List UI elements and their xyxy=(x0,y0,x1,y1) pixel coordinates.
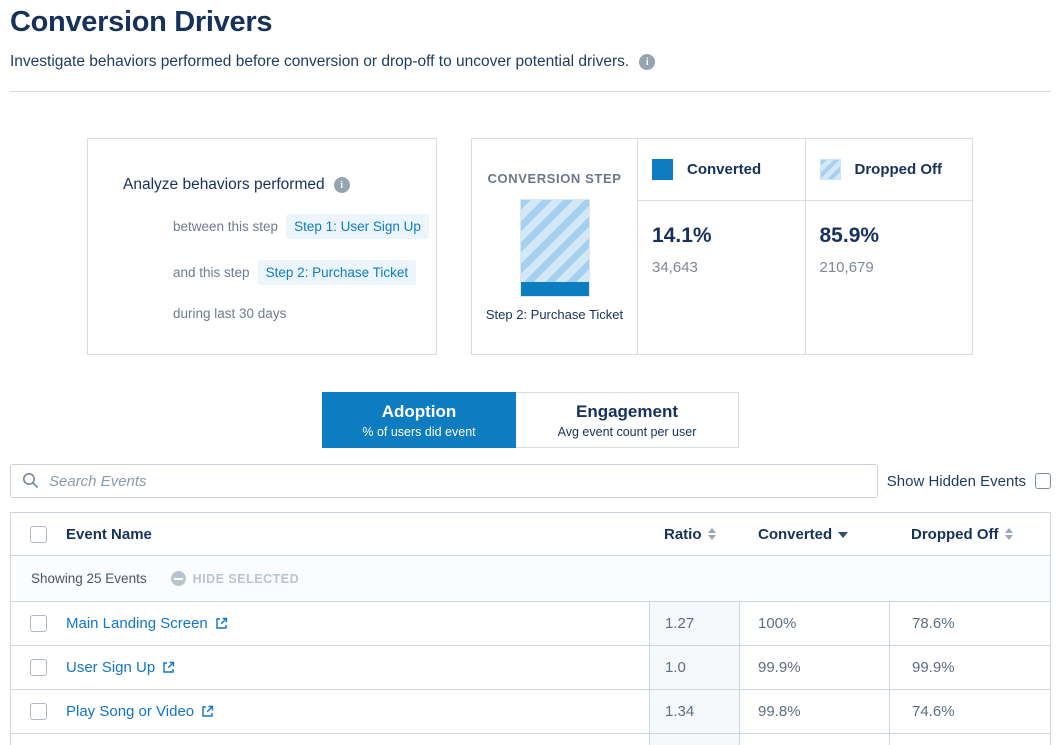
conversion-step-column: CONVERSION STEP Step 2: Purchase Ticket xyxy=(471,138,638,355)
showing-events-count: Showing 25 Events xyxy=(31,571,147,586)
dropped-swatch-icon xyxy=(819,159,841,180)
converted-percent: 14.1% xyxy=(652,224,712,247)
table-row: Play Song or Video 1.34 99.8% 74.6% xyxy=(11,690,1050,734)
conversion-panel: CONVERSION STEP Step 2: Purchase Ticket … xyxy=(471,138,973,355)
dropped-percent: 85.9% xyxy=(819,224,880,247)
sort-icon[interactable] xyxy=(1004,528,1013,540)
conversion-step-label: CONVERSION STEP xyxy=(487,171,622,186)
search-input[interactable] xyxy=(10,464,878,498)
column-header-converted[interactable]: Converted xyxy=(740,526,889,543)
sort-icon[interactable] xyxy=(707,528,716,540)
external-link-icon xyxy=(163,661,175,673)
column-header-ratio[interactable]: Ratio xyxy=(649,513,740,555)
events-table: Event Name Ratio Converted Dropped Off S… xyxy=(10,512,1051,745)
page-subtitle: Investigate behaviors performed before c… xyxy=(10,53,630,70)
row-checkbox[interactable] xyxy=(30,615,47,632)
info-icon[interactable]: i xyxy=(639,54,656,70)
external-link-icon xyxy=(216,617,227,629)
column-header-dropped-off[interactable]: Dropped Off xyxy=(889,526,1035,543)
dropped-metric-column: Dropped Off 85.9% 210,679 xyxy=(805,138,973,355)
ratio-value: 1.27 xyxy=(665,615,695,632)
tab-adoption-sublabel: % of users did event xyxy=(362,424,476,439)
converted-label: Converted xyxy=(687,161,762,178)
event-link[interactable]: Play Song or Video xyxy=(66,703,214,720)
conversion-bar-chart xyxy=(519,199,590,297)
dropped-value: 74.6% xyxy=(912,703,955,720)
column-header-event-name: Event Name xyxy=(66,525,152,543)
search-icon xyxy=(23,473,39,489)
sort-desc-icon[interactable] xyxy=(838,532,849,538)
show-hidden-events-checkbox[interactable] xyxy=(1035,473,1051,489)
tab-adoption-label: Adoption xyxy=(381,401,457,421)
row-checkbox[interactable] xyxy=(30,659,47,676)
tab-engagement-sublabel: Avg event count per user xyxy=(557,424,697,439)
info-icon[interactable]: i xyxy=(333,177,350,193)
analyze-panel: Analyze behaviors performed i between th… xyxy=(87,138,437,355)
metric-tabs: Adoption % of users did event Engagement… xyxy=(0,392,1061,448)
show-hidden-events-label: Show Hidden Events xyxy=(886,472,1026,490)
analyze-panel-title: Analyze behaviors performed xyxy=(123,176,325,193)
dropped-label: Dropped Off xyxy=(854,161,943,178)
and-step-prefix: and this step xyxy=(173,265,250,280)
converted-value: 100% xyxy=(758,614,797,632)
hide-selected-button[interactable]: HIDE SELECTED xyxy=(170,571,300,586)
ratio-value: 1.0 xyxy=(665,659,686,676)
converted-swatch-icon xyxy=(652,159,673,180)
event-link[interactable]: Main Landing Screen xyxy=(66,615,228,632)
converted-count: 34,643 xyxy=(652,259,698,276)
step-1-chip[interactable]: Step 1: User Sign Up xyxy=(286,214,429,239)
during-text: during last 30 days xyxy=(173,306,287,321)
table-summary-row: Showing 25 Events HIDE SELECTED xyxy=(11,556,1050,602)
select-all-checkbox[interactable] xyxy=(30,525,47,543)
tab-engagement[interactable]: Engagement Avg event count per user xyxy=(516,392,739,448)
converted-value: 99.8% xyxy=(758,702,801,720)
step-2-chip[interactable]: Step 2: Purchase Ticket xyxy=(257,260,417,285)
dropped-value: 78.6% xyxy=(912,615,955,632)
conversion-bar-step-name: Step 2: Purchase Ticket xyxy=(485,307,624,322)
dropped-value: 99.9% xyxy=(912,659,955,676)
external-link-icon xyxy=(202,705,214,717)
row-checkbox[interactable] xyxy=(30,703,47,720)
table-row: Main Landing Screen 1.27 100% 78.6% xyxy=(11,602,1050,646)
hide-selected-icon xyxy=(170,571,186,586)
table-row: User Sign Up 1.0 99.9% 99.9% xyxy=(11,646,1050,690)
page-header: Conversion Drivers Investigate behaviors… xyxy=(0,0,1061,71)
ratio-value: 1.34 xyxy=(665,703,695,720)
converted-value: 99.9% xyxy=(758,658,801,676)
page-title: Conversion Drivers xyxy=(10,6,273,38)
between-step-prefix: between this step xyxy=(173,219,279,234)
dropped-count: 210,679 xyxy=(819,259,874,276)
conversion-bar-converted-fill xyxy=(520,282,589,296)
tab-adoption[interactable]: Adoption % of users did event xyxy=(322,392,516,448)
table-header-row: Event Name Ratio Converted Dropped Off xyxy=(11,513,1050,556)
converted-metric-column: Converted 14.1% 34,643 xyxy=(638,138,806,355)
table-row xyxy=(11,734,1050,745)
tab-engagement-label: Engagement xyxy=(575,401,679,421)
header-divider xyxy=(10,91,1051,92)
event-link[interactable]: User Sign Up xyxy=(66,659,175,676)
